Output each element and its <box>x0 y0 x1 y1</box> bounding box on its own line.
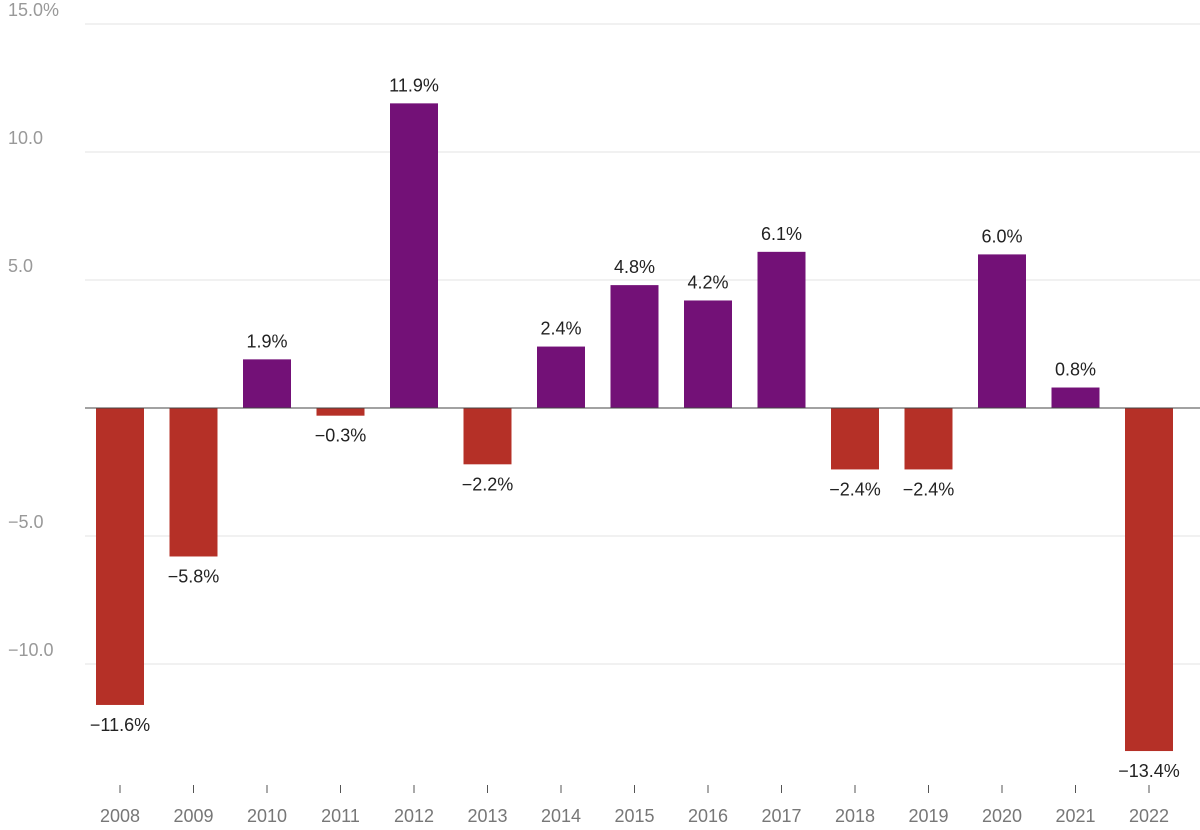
data-label: 6.1% <box>761 224 802 244</box>
x-tick-label: 2009 <box>173 806 213 826</box>
bar-2020 <box>978 254 1026 408</box>
data-label: 0.8% <box>1055 360 1096 380</box>
bar-2021 <box>1051 387 1100 408</box>
bar-2019 <box>904 408 953 470</box>
data-label: 11.9% <box>389 75 439 95</box>
data-label: 1.9% <box>246 331 287 351</box>
bar-2009 <box>169 408 218 557</box>
bar-2018 <box>831 408 879 470</box>
x-tick-label: 2012 <box>394 806 434 826</box>
y-tick-label: 15.0% <box>8 0 59 20</box>
data-label: −5.8% <box>168 566 220 586</box>
y-gridlines <box>85 23 1200 665</box>
x-tick-label: 2017 <box>761 806 801 826</box>
bar-2013 <box>463 408 512 465</box>
data-label: 2.4% <box>540 319 581 339</box>
y-axis-labels: 15.0% 10.0 5.0 −5.0 −10.0 <box>8 0 59 660</box>
y-tick-label: 5.0 <box>8 256 33 276</box>
x-tick-label: 2022 <box>1129 806 1169 826</box>
bar-2011 <box>316 408 365 416</box>
bar-2014 <box>537 346 585 408</box>
x-tick-label: 2011 <box>321 806 360 826</box>
x-tick-label: 2018 <box>835 806 875 826</box>
x-tick-label: 2015 <box>614 806 654 826</box>
y-tick-label: 10.0 <box>8 128 43 148</box>
x-tick-label: 2021 <box>1055 806 1095 826</box>
data-label: −2.4% <box>903 479 955 499</box>
x-tick-label: 2013 <box>467 806 507 826</box>
x-tick-label: 2020 <box>982 806 1022 826</box>
bar-2008 <box>96 408 144 705</box>
bars <box>96 103 1173 752</box>
y-tick-label: −10.0 <box>8 640 54 660</box>
data-labels: −11.6% −5.8% 1.9% −0.3% 11.9% −2.2% 2.4% 4.8% 4.… <box>90 75 1180 781</box>
data-label: 4.2% <box>687 272 728 292</box>
data-label: −0.3% <box>315 426 367 446</box>
bar-2017 <box>757 251 806 408</box>
data-label: −11.6% <box>90 715 150 735</box>
bar-2010 <box>243 359 291 408</box>
y-tick-label: −5.0 <box>8 512 44 532</box>
data-label: 6.0% <box>981 226 1022 246</box>
data-label: −13.4% <box>1118 761 1180 781</box>
x-tick-label: 2016 <box>688 806 728 826</box>
data-label: −2.4% <box>829 479 881 499</box>
bar-2022 <box>1125 408 1173 752</box>
x-axis: 2008 2009 2010 2011 2012 2013 2014 2015 2016 2017… <box>100 785 1169 826</box>
bar-2012 <box>390 103 438 409</box>
data-label: 4.8% <box>614 257 655 277</box>
data-label: −2.2% <box>462 474 514 494</box>
bar-2015 <box>610 285 659 408</box>
bar-2016 <box>684 300 732 408</box>
x-tick-label: 2019 <box>908 806 948 826</box>
x-tick-label: 2010 <box>247 806 287 826</box>
x-tick-label: 2014 <box>541 806 581 826</box>
x-tick-label: 2008 <box>100 806 140 826</box>
